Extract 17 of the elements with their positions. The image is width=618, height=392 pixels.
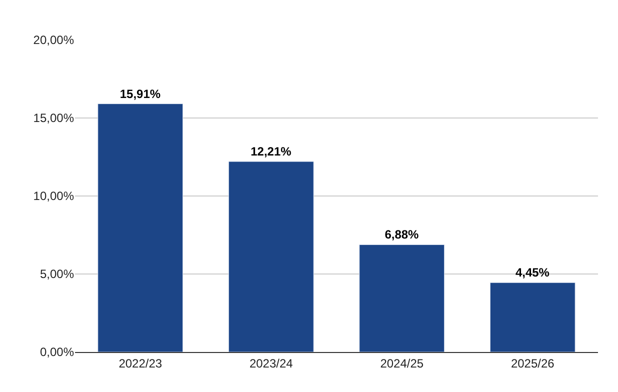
data-label: 6,88% <box>384 228 420 242</box>
bar <box>359 244 445 352</box>
x-tick-label: 2025/26 <box>510 356 555 370</box>
bar <box>228 161 314 352</box>
data-label: 4,45% <box>515 266 550 280</box>
y-tick-label: 10,00% <box>33 189 74 204</box>
x-tick-label: 2024/25 <box>380 356 424 370</box>
x-tick-label: 2023/24 <box>249 356 294 370</box>
bar <box>98 104 184 352</box>
bar <box>490 282 576 352</box>
y-tick-label: 0,00% <box>40 345 74 360</box>
data-label: 15,91% <box>120 86 161 101</box>
y-tick-label: 20,00% <box>33 33 74 48</box>
x-tick-label: 2022/23 <box>118 356 162 370</box>
data-label: 12,21% <box>250 144 292 159</box>
y-tick-label: 5,00% <box>40 267 74 282</box>
y-tick-label: 15,00% <box>33 111 74 126</box>
